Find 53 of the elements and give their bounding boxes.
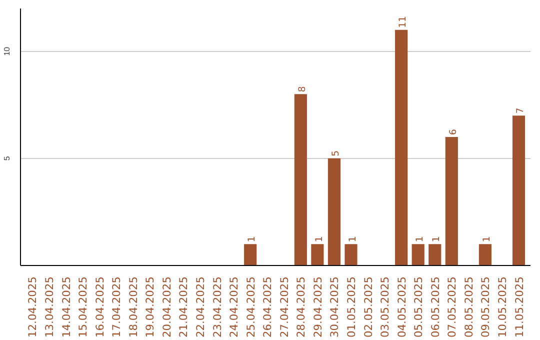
data-label: 1 [246, 236, 258, 242]
data-label: 1 [414, 236, 426, 242]
data-label: 11 [398, 16, 409, 28]
x-tick-label: 09.05.2025 [479, 276, 492, 338]
bar [445, 137, 458, 266]
x-tick-label: 03.05.2025 [378, 276, 392, 338]
bar [412, 244, 424, 266]
bar [311, 244, 324, 266]
x-tick-label: 14.04.2025 [60, 276, 73, 338]
x-tick-label: 20.04.2025 [160, 276, 174, 338]
data-label: 1 [347, 236, 358, 242]
x-tick-label: 12.04.2025 [26, 276, 40, 338]
bar [395, 30, 408, 266]
x-tick-label: 19.04.2025 [144, 276, 157, 338]
x-tick-label: 18.04.2025 [126, 276, 140, 338]
data-label: 7 [515, 108, 526, 114]
x-tick-label: 01.05.2025 [344, 276, 358, 338]
x-tick-label: 29.04.2025 [311, 276, 324, 338]
x-tick-label: 28.04.2025 [294, 276, 308, 338]
bar [478, 244, 492, 266]
x-tick-label: 04.05.2025 [395, 276, 408, 338]
x-tick-label: 06.05.2025 [428, 276, 442, 338]
x-tick-label: 02.05.2025 [362, 276, 375, 338]
data-label: 1 [431, 236, 442, 242]
bar [294, 94, 307, 266]
x-tick-label: 15.04.2025 [76, 276, 90, 338]
bar [328, 158, 341, 266]
x-tick-label: 17.04.2025 [110, 276, 124, 338]
x-tick-label: 25.04.2025 [244, 276, 258, 338]
bar [244, 244, 257, 266]
x-tick-label: 27.04.2025 [278, 276, 291, 338]
data-label: 6 [448, 129, 459, 135]
data-label: 5 [330, 150, 342, 156]
x-tick-label: 13.04.2025 [43, 276, 56, 338]
x-tick-label: 26.04.2025 [261, 276, 274, 338]
x-tick-label: 05.05.2025 [412, 276, 426, 338]
x-tick-label: 21.04.2025 [177, 276, 190, 338]
x-tick-label: 11.05.2025 [512, 276, 526, 338]
x-tick-label: 30.04.2025 [328, 276, 342, 338]
x-tick-label: 24.04.2025 [228, 276, 241, 338]
bar [344, 244, 358, 266]
bar [512, 116, 526, 266]
data-label: 1 [482, 236, 493, 242]
data-label: 8 [297, 86, 308, 92]
x-tick-label: 08.05.2025 [462, 276, 476, 338]
x-tick-label: 16.04.2025 [93, 276, 106, 338]
data-label: 1 [314, 236, 325, 242]
x-tick-label: 07.05.2025 [446, 276, 459, 338]
bar [428, 244, 442, 266]
x-tick-label: 10.05.2025 [496, 276, 509, 338]
x-tick-label: 23.04.2025 [210, 276, 224, 338]
y-tick-label: 10 [2, 46, 12, 56]
x-tick-label: 22.04.2025 [194, 276, 208, 338]
